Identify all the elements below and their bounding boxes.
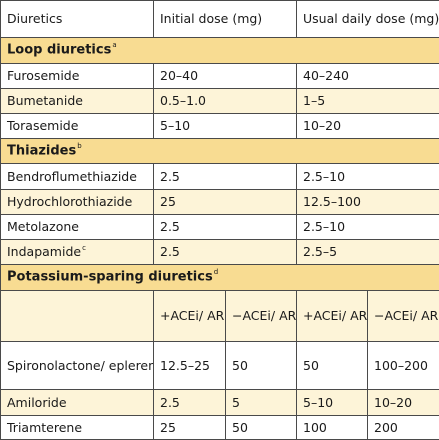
usual-dose: 2.5–10 bbox=[295, 213, 439, 241]
usual-dose: 2.5–10 bbox=[295, 163, 439, 190]
usual-dose: 2.5–5 bbox=[295, 239, 439, 266]
drug-name: Furosemide bbox=[0, 62, 154, 89]
section-title-loop: Loop diureticsa bbox=[0, 37, 439, 64]
header-initial-dose: Initial dose (mg) bbox=[153, 0, 297, 39]
header-usual-daily-dose: Usual daily dose (mg) bbox=[295, 0, 439, 39]
initial-dose: 5–10 bbox=[153, 112, 297, 140]
drug-name: Indapamidec bbox=[0, 239, 154, 266]
dose-value: 200 bbox=[366, 414, 439, 440]
usual-dose: 1–5 bbox=[295, 87, 439, 114]
drug-name: Hydrochlorothiazide bbox=[0, 188, 154, 215]
section-row-thiazides: Thiazidesb bbox=[0, 138, 439, 165]
section-title-thiazides: Thiazidesb bbox=[0, 138, 439, 165]
table-row: Spironolactone/ eplerenone 12.5–25 50 50… bbox=[0, 340, 439, 391]
subheader-empty bbox=[0, 289, 154, 342]
dose-value: 12.5–25 bbox=[153, 340, 226, 391]
table-row: Bumetanide 0.5–1.0 1–5 bbox=[0, 87, 439, 114]
table-row: Metolazone 2.5 2.5–10 bbox=[0, 213, 439, 241]
section-title-potassium-sparing: Potassium-sparing diureticsd bbox=[0, 264, 439, 291]
drug-name: Torasemide bbox=[0, 112, 154, 140]
initial-dose: 25 bbox=[153, 188, 297, 215]
header-diuretics: Diuretics bbox=[0, 0, 154, 39]
table-row: Hydrochlorothiazide 25 12.5–100 bbox=[0, 188, 439, 215]
initial-dose: 2.5 bbox=[153, 239, 297, 266]
usual-dose: 10–20 bbox=[295, 112, 439, 140]
subheader-with-acei: +ACEi/ ARB bbox=[153, 289, 226, 342]
dose-value: 50 bbox=[296, 340, 368, 391]
dose-value: 100–200 bbox=[366, 340, 439, 391]
table-row: Bendroflumethiazide 2.5 2.5–10 bbox=[0, 163, 439, 190]
subheader-with-acei: +ACEi/ ARB bbox=[296, 289, 368, 342]
section-row-loop: Loop diureticsa bbox=[0, 37, 439, 64]
drug-name: Bendroflumethiazide bbox=[0, 163, 154, 190]
drug-name: Triamterene bbox=[0, 414, 154, 440]
dose-value: 50 bbox=[225, 340, 297, 391]
drug-name: Metolazone bbox=[0, 213, 154, 241]
subheader-without-acei: −ACEi/ ARB bbox=[366, 289, 439, 342]
dose-value: 25 bbox=[153, 414, 226, 440]
initial-dose: 2.5 bbox=[153, 213, 297, 241]
dose-value: 100 bbox=[296, 414, 368, 440]
usual-dose: 40–240 bbox=[295, 62, 439, 89]
drug-name: Spironolactone/ eplerenone bbox=[0, 340, 154, 391]
dose-value: 50 bbox=[225, 414, 297, 440]
table-row: Torasemide 5–10 10–20 bbox=[0, 112, 439, 140]
subheader-without-acei: −ACEi/ ARB bbox=[225, 289, 297, 342]
table-row: Furosemide 20–40 40–240 bbox=[0, 62, 439, 89]
dose-value: 5 bbox=[225, 389, 297, 416]
initial-dose: 2.5 bbox=[153, 163, 297, 190]
drug-name: Amiloride bbox=[0, 389, 154, 416]
table-row: Triamterene 25 50 100 200 bbox=[0, 414, 439, 440]
table-row: Amiloride 2.5 5 5–10 10–20 bbox=[0, 389, 439, 416]
subheader-row: +ACEi/ ARB −ACEi/ ARB +ACEi/ ARB −ACEi/ … bbox=[0, 289, 439, 342]
drug-name: Bumetanide bbox=[0, 87, 154, 114]
initial-dose: 0.5–1.0 bbox=[153, 87, 297, 114]
dose-value: 5–10 bbox=[296, 389, 368, 416]
dose-value: 10–20 bbox=[366, 389, 439, 416]
header-row: Diuretics Initial dose (mg) Usual daily … bbox=[0, 0, 439, 39]
table-row: Indapamidec 2.5 2.5–5 bbox=[0, 239, 439, 266]
usual-dose: 12.5–100 bbox=[295, 188, 439, 215]
initial-dose: 20–40 bbox=[153, 62, 297, 89]
dose-value: 2.5 bbox=[153, 389, 226, 416]
section-row-potassium-sparing: Potassium-sparing diureticsd bbox=[0, 264, 439, 291]
